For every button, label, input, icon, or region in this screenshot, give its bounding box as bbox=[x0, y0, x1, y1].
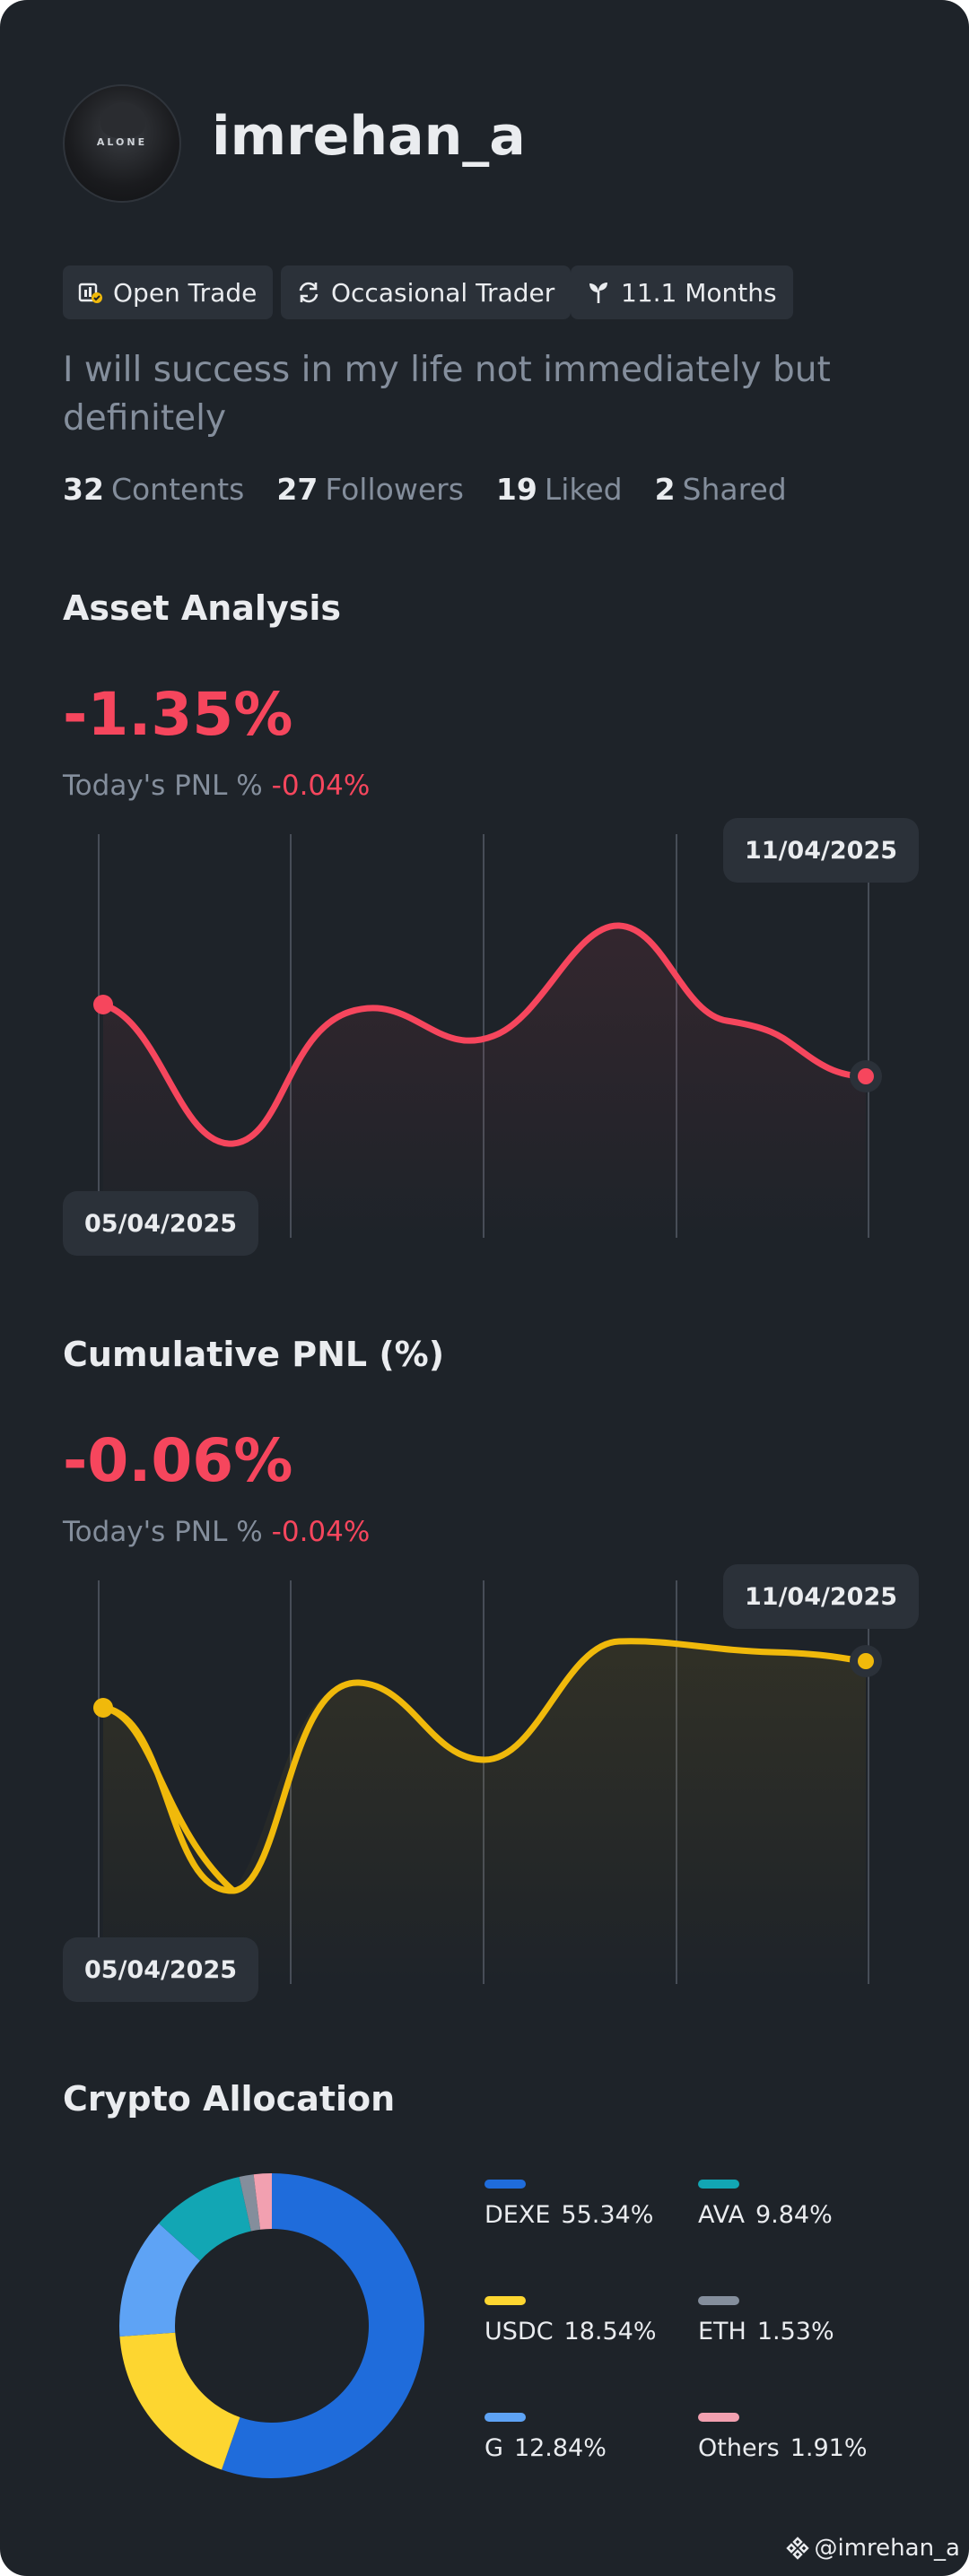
today-pnl-value: -0.04% bbox=[271, 770, 371, 802]
cumulative-end-date: 11/04/2025 bbox=[723, 1564, 920, 1629]
asset-analysis-chart[interactable] bbox=[63, 807, 906, 1238]
today-pnl-label: Today's PNL % bbox=[63, 1516, 263, 1548]
stat-contents[interactable]: 32 Contents bbox=[63, 472, 245, 507]
cumulative-pnl-title: Cumulative PNL (%) bbox=[63, 1335, 445, 1374]
legend-swatch bbox=[484, 2413, 526, 2422]
stat-liked[interactable]: 19 Liked bbox=[495, 472, 623, 507]
avatar-figure bbox=[100, 102, 145, 138]
legend-swatch bbox=[698, 2413, 739, 2422]
today-pnl-value: -0.04% bbox=[271, 1516, 371, 1548]
avatar-text: ALONE bbox=[96, 136, 148, 148]
cumulative-pnl-chart[interactable] bbox=[63, 1553, 906, 1984]
asset-analysis-value: -1.35% bbox=[63, 680, 293, 749]
donut-slice-ava[interactable] bbox=[159, 2176, 251, 2261]
legend-others: Others 1.91% bbox=[698, 2413, 868, 2462]
watermark: @imrehan_a bbox=[785, 2535, 961, 2562]
username: imrehan_a bbox=[212, 105, 526, 168]
asset-line bbox=[100, 922, 869, 1147]
cumulative-pnl-value: -0.06% bbox=[63, 1426, 293, 1495]
asset-analysis-title: Asset Analysis bbox=[63, 588, 341, 628]
bio-text: I will success in my life not immediatel… bbox=[63, 350, 831, 439]
legend-pct: 1.91% bbox=[790, 2434, 868, 2462]
asset-start-date: 05/04/2025 bbox=[63, 1191, 259, 1256]
legend-ava: AVA 9.84% bbox=[698, 2180, 833, 2229]
legend-pct: 55.34% bbox=[561, 2201, 654, 2229]
today-pnl-label: Today's PNL % bbox=[63, 770, 263, 802]
binance-logo-icon bbox=[785, 2537, 809, 2560]
cumulative-today-pnl: Today's PNL % -0.04% bbox=[63, 1516, 370, 1548]
legend-g: G 12.84% bbox=[484, 2413, 607, 2462]
legend-swatch bbox=[698, 2180, 739, 2189]
end-point bbox=[858, 1653, 874, 1669]
legend-name: USDC bbox=[484, 2318, 554, 2345]
donut-slice-others[interactable] bbox=[253, 2173, 272, 2230]
donut-slice-usdc[interactable] bbox=[119, 2332, 240, 2470]
legend-eth: ETH 1.53% bbox=[698, 2296, 834, 2345]
end-point bbox=[858, 1068, 874, 1084]
sprout-icon bbox=[589, 283, 607, 303]
area-fill bbox=[103, 925, 866, 1238]
legend-name: G bbox=[484, 2434, 503, 2462]
stat-followers[interactable]: 27 Followers bbox=[276, 472, 464, 507]
legend-pct: 18.54% bbox=[563, 2318, 657, 2345]
tag-open-trade: Open Trade bbox=[63, 265, 274, 319]
donut-slice-dexe[interactable] bbox=[222, 2173, 424, 2478]
tag-label: Open Trade bbox=[113, 277, 258, 308]
stat-shared[interactable]: 2 Shared bbox=[654, 472, 787, 507]
cumulative-line-main bbox=[100, 1638, 869, 1894]
legend-name: Others bbox=[698, 2434, 780, 2462]
donut-slice-g[interactable] bbox=[118, 2223, 200, 2337]
legend-swatch bbox=[484, 2180, 526, 2189]
asset-today-pnl: Today's PNL % -0.04% bbox=[63, 770, 370, 802]
stats-row: 32 Contents 27 Followers 19 Liked 2 Shared bbox=[63, 472, 787, 507]
avatar[interactable]: ALONE bbox=[63, 84, 181, 203]
legend-dexe: DEXE 55.34% bbox=[484, 2180, 653, 2229]
repeat-icon bbox=[299, 282, 319, 303]
watermark-text: @imrehan_a bbox=[814, 2535, 961, 2562]
legend-pct: 9.84% bbox=[755, 2201, 833, 2229]
tag-label: 11.1 Months bbox=[621, 277, 777, 308]
legend-swatch bbox=[698, 2296, 739, 2305]
area-fill bbox=[103, 1640, 866, 1984]
legend-swatch bbox=[484, 2296, 526, 2305]
legend-name: DEXE bbox=[484, 2201, 551, 2229]
legend-pct: 1.53% bbox=[756, 2318, 834, 2345]
asset-end-date: 11/04/2025 bbox=[723, 818, 920, 883]
tag-label: Occasional Trader bbox=[331, 277, 555, 308]
legend-name: ETH bbox=[698, 2318, 746, 2345]
tag-trader-type: Occasional Trader bbox=[281, 265, 572, 319]
start-point bbox=[93, 995, 113, 1014]
legend-name: AVA bbox=[698, 2201, 745, 2229]
cumulative-start-date: 05/04/2025 bbox=[63, 1937, 259, 2002]
start-point bbox=[93, 1698, 113, 1718]
open-trade-icon bbox=[78, 283, 102, 303]
legend-usdc: USDC 18.54% bbox=[484, 2296, 657, 2345]
crypto-allocation-title: Crypto Allocation bbox=[63, 2079, 396, 2119]
donut-slice-eth[interactable] bbox=[239, 2174, 261, 2232]
tag-duration: 11.1 Months bbox=[571, 265, 793, 319]
allocation-donut[interactable] bbox=[117, 2171, 427, 2481]
legend-pct: 12.84% bbox=[513, 2434, 607, 2462]
